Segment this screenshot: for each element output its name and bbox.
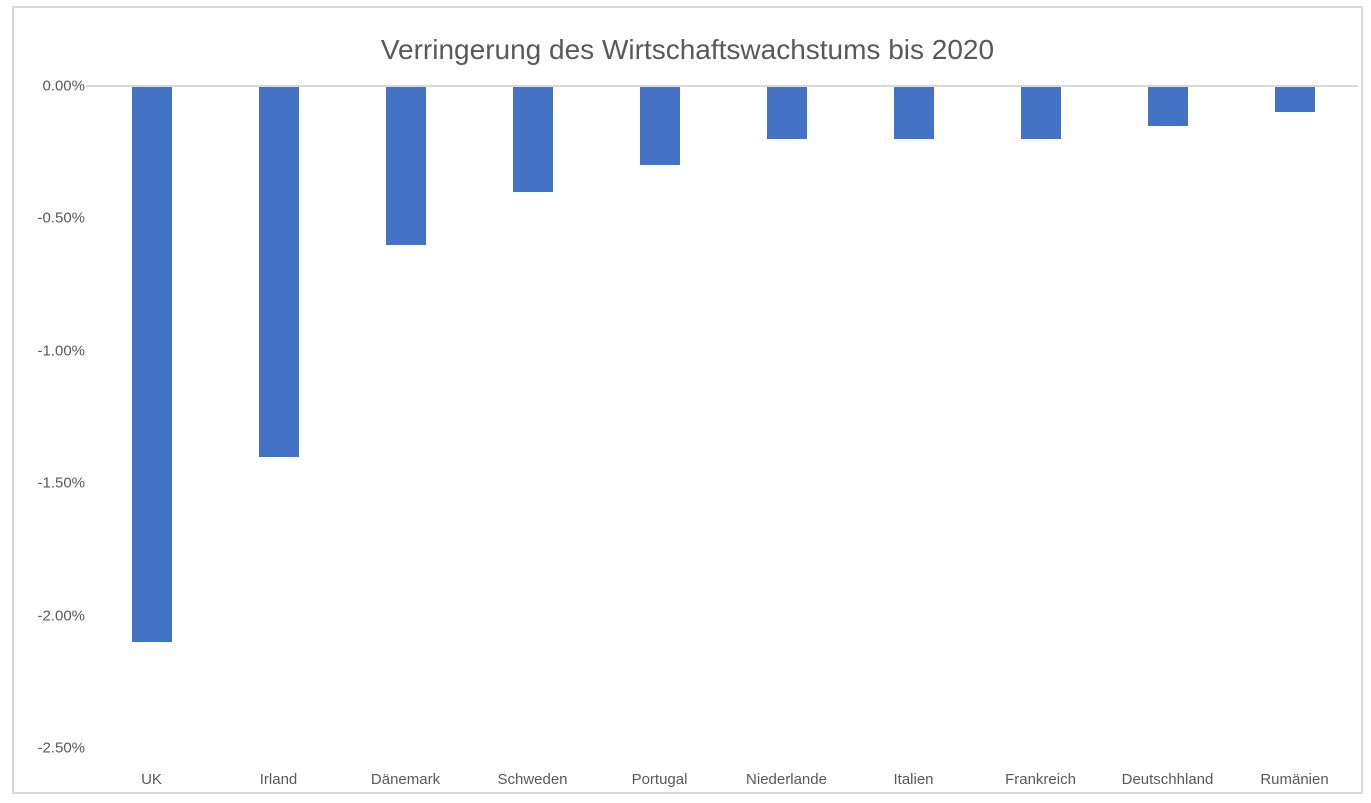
bar-slot xyxy=(1104,86,1231,748)
bar xyxy=(1147,86,1188,126)
y-tick-label: -2.00% xyxy=(37,607,85,625)
y-tick-label: -1.50% xyxy=(37,474,85,492)
bar-slot xyxy=(88,86,215,748)
bar xyxy=(893,86,934,139)
y-axis-labels: 0.00% -0.50% -1.00% -1.50% -2.00% -2.50% xyxy=(14,78,85,757)
x-category-label: Dänemark xyxy=(370,771,441,788)
bar xyxy=(512,86,553,192)
x-category-label: UK xyxy=(141,771,162,788)
plot-area xyxy=(86,85,1358,748)
x-axis-line xyxy=(86,85,1358,87)
bars-group xyxy=(88,86,1358,748)
y-tick-label: -1.00% xyxy=(37,342,85,360)
bar xyxy=(258,86,299,457)
bar xyxy=(766,86,807,139)
y-tick-label: -2.50% xyxy=(37,739,85,757)
x-axis-labels: UK Irland Dänemark Schweden Portugal Niederla… xyxy=(88,771,1358,788)
chart-frame: Verringerung des Wirtschaftswachstums bi… xyxy=(12,6,1363,794)
x-category-label: Portugal xyxy=(631,771,688,788)
bar-slot xyxy=(469,86,596,748)
x-category-label: Italien xyxy=(893,771,934,788)
y-tick-label: 0.00% xyxy=(42,77,85,95)
x-category-label: Schweden xyxy=(497,771,568,788)
x-category-label: Irland xyxy=(259,771,298,788)
bar-slot xyxy=(723,86,850,748)
bar xyxy=(1020,86,1061,139)
bar xyxy=(1274,86,1315,113)
bar-slot xyxy=(977,86,1104,748)
bar xyxy=(385,86,426,245)
bar-slot xyxy=(1231,86,1358,748)
x-category-label: Deutschhland xyxy=(1121,771,1214,788)
bar xyxy=(131,86,172,643)
bar-slot xyxy=(596,86,723,748)
x-category-label: Rumänien xyxy=(1260,771,1329,788)
x-category-label: Niederlande xyxy=(746,771,827,788)
chart-title: Verringerung des Wirtschaftswachstums bi… xyxy=(380,34,995,65)
bar-slot xyxy=(215,86,342,748)
x-category-label: Frankreich xyxy=(1005,771,1076,788)
bar-slot xyxy=(342,86,469,748)
y-tick-label: -0.50% xyxy=(37,209,85,227)
bar-slot xyxy=(850,86,977,748)
bar xyxy=(639,86,680,166)
